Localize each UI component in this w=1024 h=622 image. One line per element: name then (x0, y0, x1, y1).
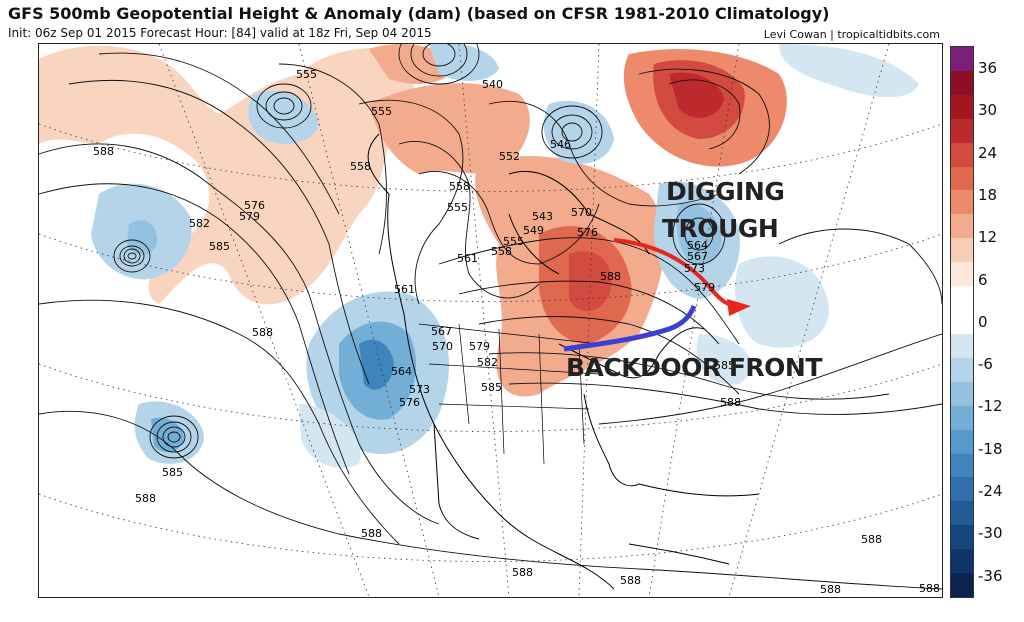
contour-label: 564 (687, 239, 708, 252)
map-subtitle: Init: 06z Sep 01 2015 Forecast Hour: [84… (8, 26, 432, 40)
map-title: GFS 500mb Geopotential Height & Anomaly … (8, 4, 830, 23)
contour-label: 552 (499, 150, 520, 163)
colorbar-cell (951, 525, 973, 550)
colorbar-cell (951, 357, 973, 383)
colorbar-cell (951, 70, 973, 96)
contour-label: 588 (93, 145, 114, 158)
contour-label: 588 (361, 527, 382, 540)
digging-label: DIGGING (666, 177, 785, 206)
contour-label: 570 (571, 206, 592, 219)
colorbar-tick-label: -6 (978, 355, 993, 374)
contour-label: 582 (189, 217, 210, 230)
colorbar-cell (951, 333, 973, 359)
contour-label: 546 (550, 138, 571, 151)
contour-label: 588 (620, 574, 641, 587)
trough-arrow-head (727, 299, 751, 316)
contour-label: 588 (512, 566, 533, 579)
backdoor-front-arrow (563, 305, 697, 352)
contour-label: 579 (469, 340, 490, 353)
contour-label: 585 (481, 381, 502, 394)
colorbar-cell (951, 573, 973, 598)
contour-label: 585 (209, 240, 230, 253)
contour-label: 555 (371, 105, 392, 118)
colorbar-cell (951, 310, 973, 335)
colorbar-cell (951, 166, 973, 191)
contour-label: 579 (694, 281, 715, 294)
colorbar-cell (951, 118, 973, 144)
colorbar-cell (951, 381, 973, 407)
contour-label: 555 (447, 201, 468, 214)
backdoor-front-label: BACKDOOR FRONT (566, 353, 822, 382)
contour-label: 588 (720, 396, 741, 409)
contour-label: 567 (431, 325, 452, 338)
colorbar-tick-label: -30 (978, 524, 1003, 543)
contour-label: 588 (820, 583, 841, 596)
state-borders (418, 323, 600, 465)
closed-lows (113, 44, 726, 459)
contour-label: 585 (714, 359, 735, 372)
colorbar-cell (951, 190, 973, 215)
contour-label: 549 (523, 224, 544, 237)
colorbar-tick-label: 36 (978, 59, 998, 77)
graticule (39, 44, 942, 597)
colorbar-tick-label: -36 (978, 566, 1003, 585)
contour-label: 576 (244, 199, 265, 212)
contour-label: 585 (162, 466, 183, 479)
contour-label: 555 (503, 235, 524, 248)
contour-label: 576 (577, 226, 598, 239)
colorbar-cell (951, 429, 973, 454)
colorbar-tick-label: 0 (978, 312, 988, 331)
colorbar-cell (951, 477, 973, 502)
contour-label: 588 (252, 326, 273, 339)
contour-labels: 555 540 555 558 546 552 558 555 543 549 … (93, 68, 940, 596)
colorbar-tick-label: 18 (978, 185, 998, 204)
map-credit: Levi Cowan | tropicaltidbits.com (763, 28, 940, 41)
colorbar-cell (951, 549, 973, 574)
colorbar-cell (951, 214, 973, 239)
map-panel: 555 540 555 558 546 552 558 555 543 549 … (38, 43, 943, 598)
colorbar-cell (951, 47, 973, 72)
contour-label: 558 (350, 160, 371, 173)
colorbar-tick-label: -18 (978, 439, 1003, 458)
colorbar-cell (951, 405, 973, 431)
contour-label: 582 (477, 356, 498, 369)
contour-label: 573 (684, 262, 705, 275)
contour-label: 561 (394, 283, 415, 296)
trough-label: TROUGH (662, 214, 779, 243)
colorbar-tick-label: 24 (978, 143, 998, 162)
contour-label: 555 (296, 68, 317, 81)
contour-label: 540 (482, 78, 503, 91)
contour-label: 579 (239, 210, 260, 223)
contour-label: 570 (432, 340, 453, 353)
contour-label: 576 (399, 396, 420, 409)
contour-label: 558 (449, 180, 470, 193)
map-graphic: 555 540 555 558 546 552 558 555 543 549 … (39, 44, 942, 597)
contour-label: 543 (532, 210, 553, 223)
colorbar-tick-label: -12 (978, 397, 1003, 416)
colorbar-tick-label: 6 (978, 270, 988, 289)
colorbar-cell (951, 262, 973, 287)
contour-label: 567 (687, 250, 708, 263)
colorbar-cell (951, 286, 973, 311)
colorbar-cell (951, 453, 973, 478)
colorbar-cell (951, 142, 973, 168)
colorbar-cell (951, 501, 973, 526)
contour-label: 588 (861, 533, 882, 546)
contour-label: 573 (409, 383, 430, 396)
colorbar-tick-label: 12 (978, 228, 998, 247)
coastlines (367, 133, 760, 590)
colorbar-cell (951, 238, 973, 263)
negative-anomaly-shading (91, 44, 919, 468)
contour-label: 588 (919, 582, 940, 595)
contour-label: 558 (491, 245, 512, 258)
contour-label: 588 (600, 270, 621, 283)
anomaly-colorbar (950, 46, 974, 598)
colorbar-tick-label: 30 (978, 101, 998, 120)
contour-label: 588 (135, 492, 156, 505)
colorbar-tick-label: -24 (978, 482, 1003, 500)
contour-label: 561 (457, 252, 478, 265)
colorbar-cell (951, 94, 973, 120)
contour-label: 564 (391, 365, 412, 378)
height-contours (39, 52, 942, 590)
